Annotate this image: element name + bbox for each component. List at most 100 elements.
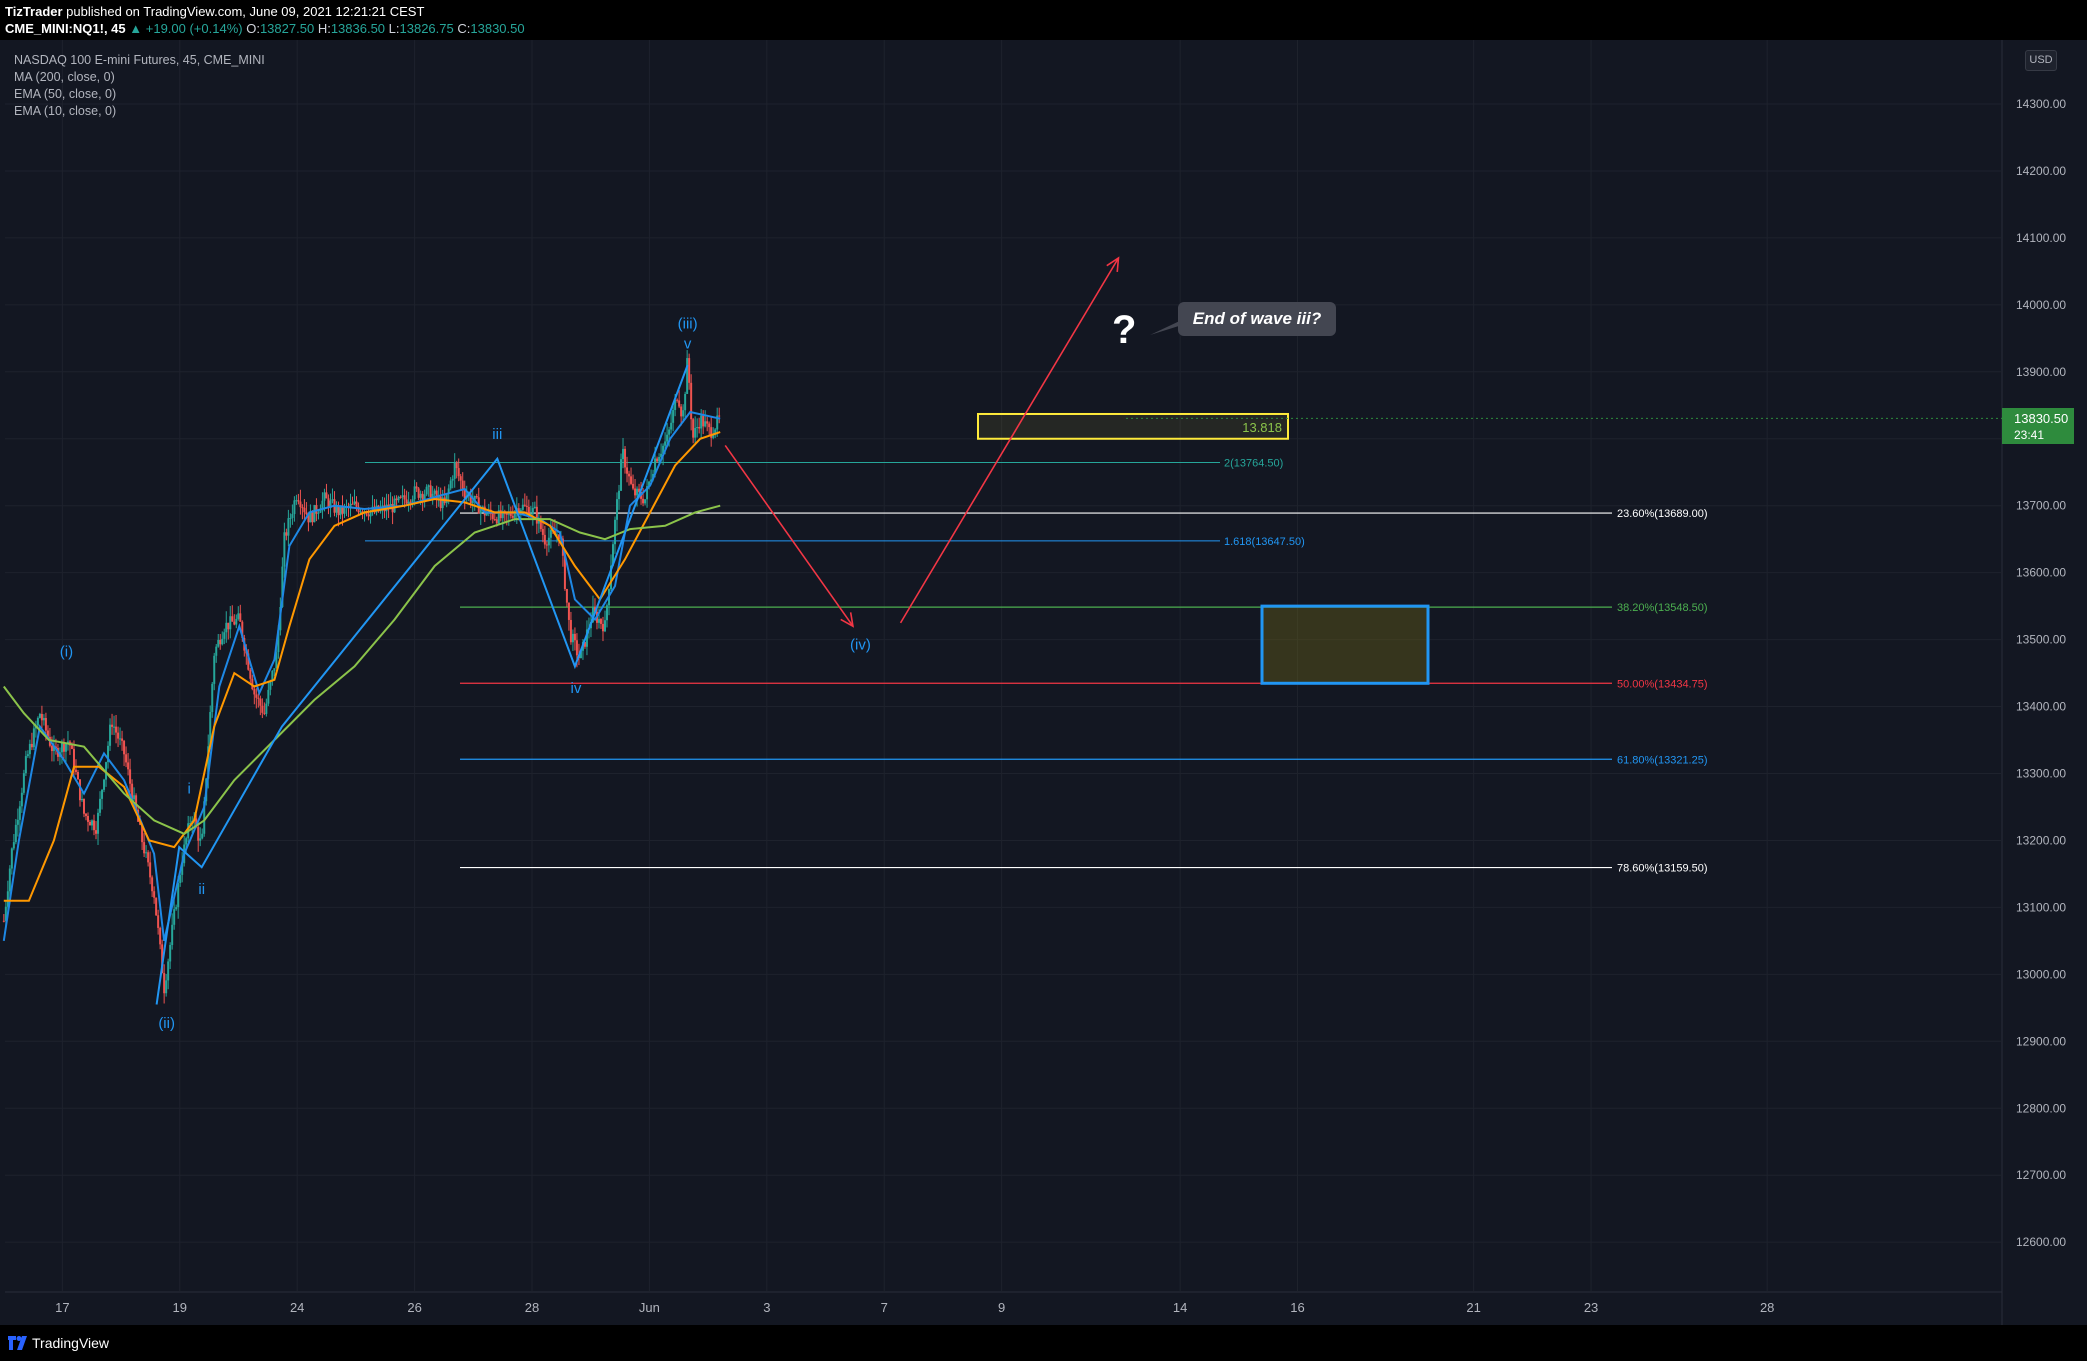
candle-body xyxy=(109,724,112,746)
candle-body xyxy=(223,632,226,639)
candle-body xyxy=(169,945,172,962)
legend-title[interactable]: NASDAQ 100 E-mini Futures, 45, CME_MINI xyxy=(14,53,265,67)
candle-body xyxy=(317,512,320,514)
candle-body xyxy=(12,842,15,849)
candle-body xyxy=(195,818,198,828)
tradingview-brand[interactable]: TradingView xyxy=(8,1335,109,1351)
y-tick-label: 13700.00 xyxy=(2016,499,2066,513)
legend-ema50[interactable]: EMA (50, close, 0) xyxy=(14,87,117,101)
ohlc-line: CME_MINI:NQ1!, 45 ▲ +19.00 (+0.14%) O:13… xyxy=(5,21,525,36)
candle-body xyxy=(203,801,206,834)
price-axis-background xyxy=(2002,40,2087,1325)
wave-label: v xyxy=(684,335,692,352)
y-tick-label: 12600.00 xyxy=(2016,1235,2066,1249)
candle-body xyxy=(215,646,218,656)
candle-body xyxy=(654,458,657,474)
candle-body xyxy=(297,500,300,502)
candle-body xyxy=(339,505,342,516)
candle-body xyxy=(89,821,92,826)
candle-body xyxy=(197,827,200,841)
candle-body xyxy=(690,382,693,420)
legend-ema10[interactable]: EMA (10, close, 0) xyxy=(14,104,117,118)
candle-body xyxy=(62,742,65,752)
candle-body xyxy=(686,358,689,394)
candle-body xyxy=(72,748,75,770)
candle-body xyxy=(517,508,520,514)
candle-body xyxy=(129,769,132,784)
y-tick-label: 14200.00 xyxy=(2016,164,2066,178)
currency-button[interactable]: USD xyxy=(2025,50,2057,71)
candle-body xyxy=(479,508,482,514)
candle-body xyxy=(525,505,528,507)
candle-body xyxy=(435,490,438,499)
candle-body xyxy=(44,718,47,731)
candle-body xyxy=(237,613,240,619)
candle-body xyxy=(485,513,488,516)
moving-average-line xyxy=(3,431,721,902)
y-tick-label: 13100.00 xyxy=(2016,900,2066,914)
candle-body xyxy=(567,602,570,620)
candle-body xyxy=(313,505,316,523)
candle-body xyxy=(696,426,699,429)
candle-body xyxy=(593,607,596,612)
candle-body xyxy=(189,823,192,825)
candle-body xyxy=(181,863,184,875)
wave-label: iii xyxy=(492,426,502,443)
candle-body xyxy=(710,427,713,438)
candle-body xyxy=(670,422,673,430)
x-tick-label: 16 xyxy=(1290,1300,1304,1315)
y-tick-label: 14100.00 xyxy=(2016,231,2066,245)
candle-body xyxy=(662,445,665,454)
candle-body xyxy=(658,456,661,462)
candle-body xyxy=(311,512,314,523)
candle-body xyxy=(38,713,41,718)
callout-annotation[interactable]: End of wave iii? xyxy=(1178,302,1336,336)
candle-body xyxy=(706,421,709,424)
candle-body xyxy=(409,501,412,503)
author-name[interactable]: TizTrader xyxy=(5,4,63,19)
candle-body xyxy=(60,742,63,753)
y-tick-label: 14300.00 xyxy=(2016,97,2066,111)
price-change: ▲ +19.00 (+0.14%) xyxy=(129,21,243,36)
candle-body xyxy=(263,712,266,714)
resistance-box-label: 13.818 xyxy=(1242,420,1282,435)
candle-body xyxy=(457,468,460,477)
candle-body xyxy=(341,505,344,514)
candle-body xyxy=(692,419,695,438)
candle-body xyxy=(672,410,675,423)
candle-body xyxy=(331,499,334,501)
question-mark-annotation[interactable]: ? xyxy=(1112,308,1137,352)
candle-body xyxy=(624,448,627,468)
candle-body xyxy=(423,494,426,500)
candle-body xyxy=(229,616,232,630)
candle-body xyxy=(375,505,378,513)
candle-body xyxy=(159,927,162,945)
candle-body xyxy=(549,530,552,538)
high-label: H: xyxy=(317,21,331,36)
candle-body xyxy=(24,756,27,774)
candle-body xyxy=(507,512,510,515)
candle-body xyxy=(668,429,671,435)
fib-retracement-label: 78.60%(13159.50) xyxy=(1617,863,1708,875)
moving-average-line xyxy=(3,504,721,835)
candle-body xyxy=(30,743,33,748)
candle-body xyxy=(614,519,617,545)
candle-body xyxy=(463,490,466,499)
projection-arrow xyxy=(724,444,854,627)
candle-body xyxy=(319,510,322,513)
x-tick-label: 28 xyxy=(1760,1300,1774,1315)
candle-body xyxy=(419,493,422,498)
candle-body xyxy=(133,795,136,800)
candle-body xyxy=(199,838,202,841)
candle-body xyxy=(359,511,362,513)
candle-body xyxy=(638,488,641,492)
candle-body xyxy=(429,485,432,500)
candle-body xyxy=(628,473,631,477)
candle-body xyxy=(603,620,606,632)
candle-body xyxy=(82,798,85,814)
candle-body xyxy=(373,506,376,513)
legend-ma200[interactable]: MA (200, close, 0) xyxy=(14,70,115,84)
candle-body xyxy=(531,508,534,515)
wave-label: i xyxy=(188,781,191,798)
